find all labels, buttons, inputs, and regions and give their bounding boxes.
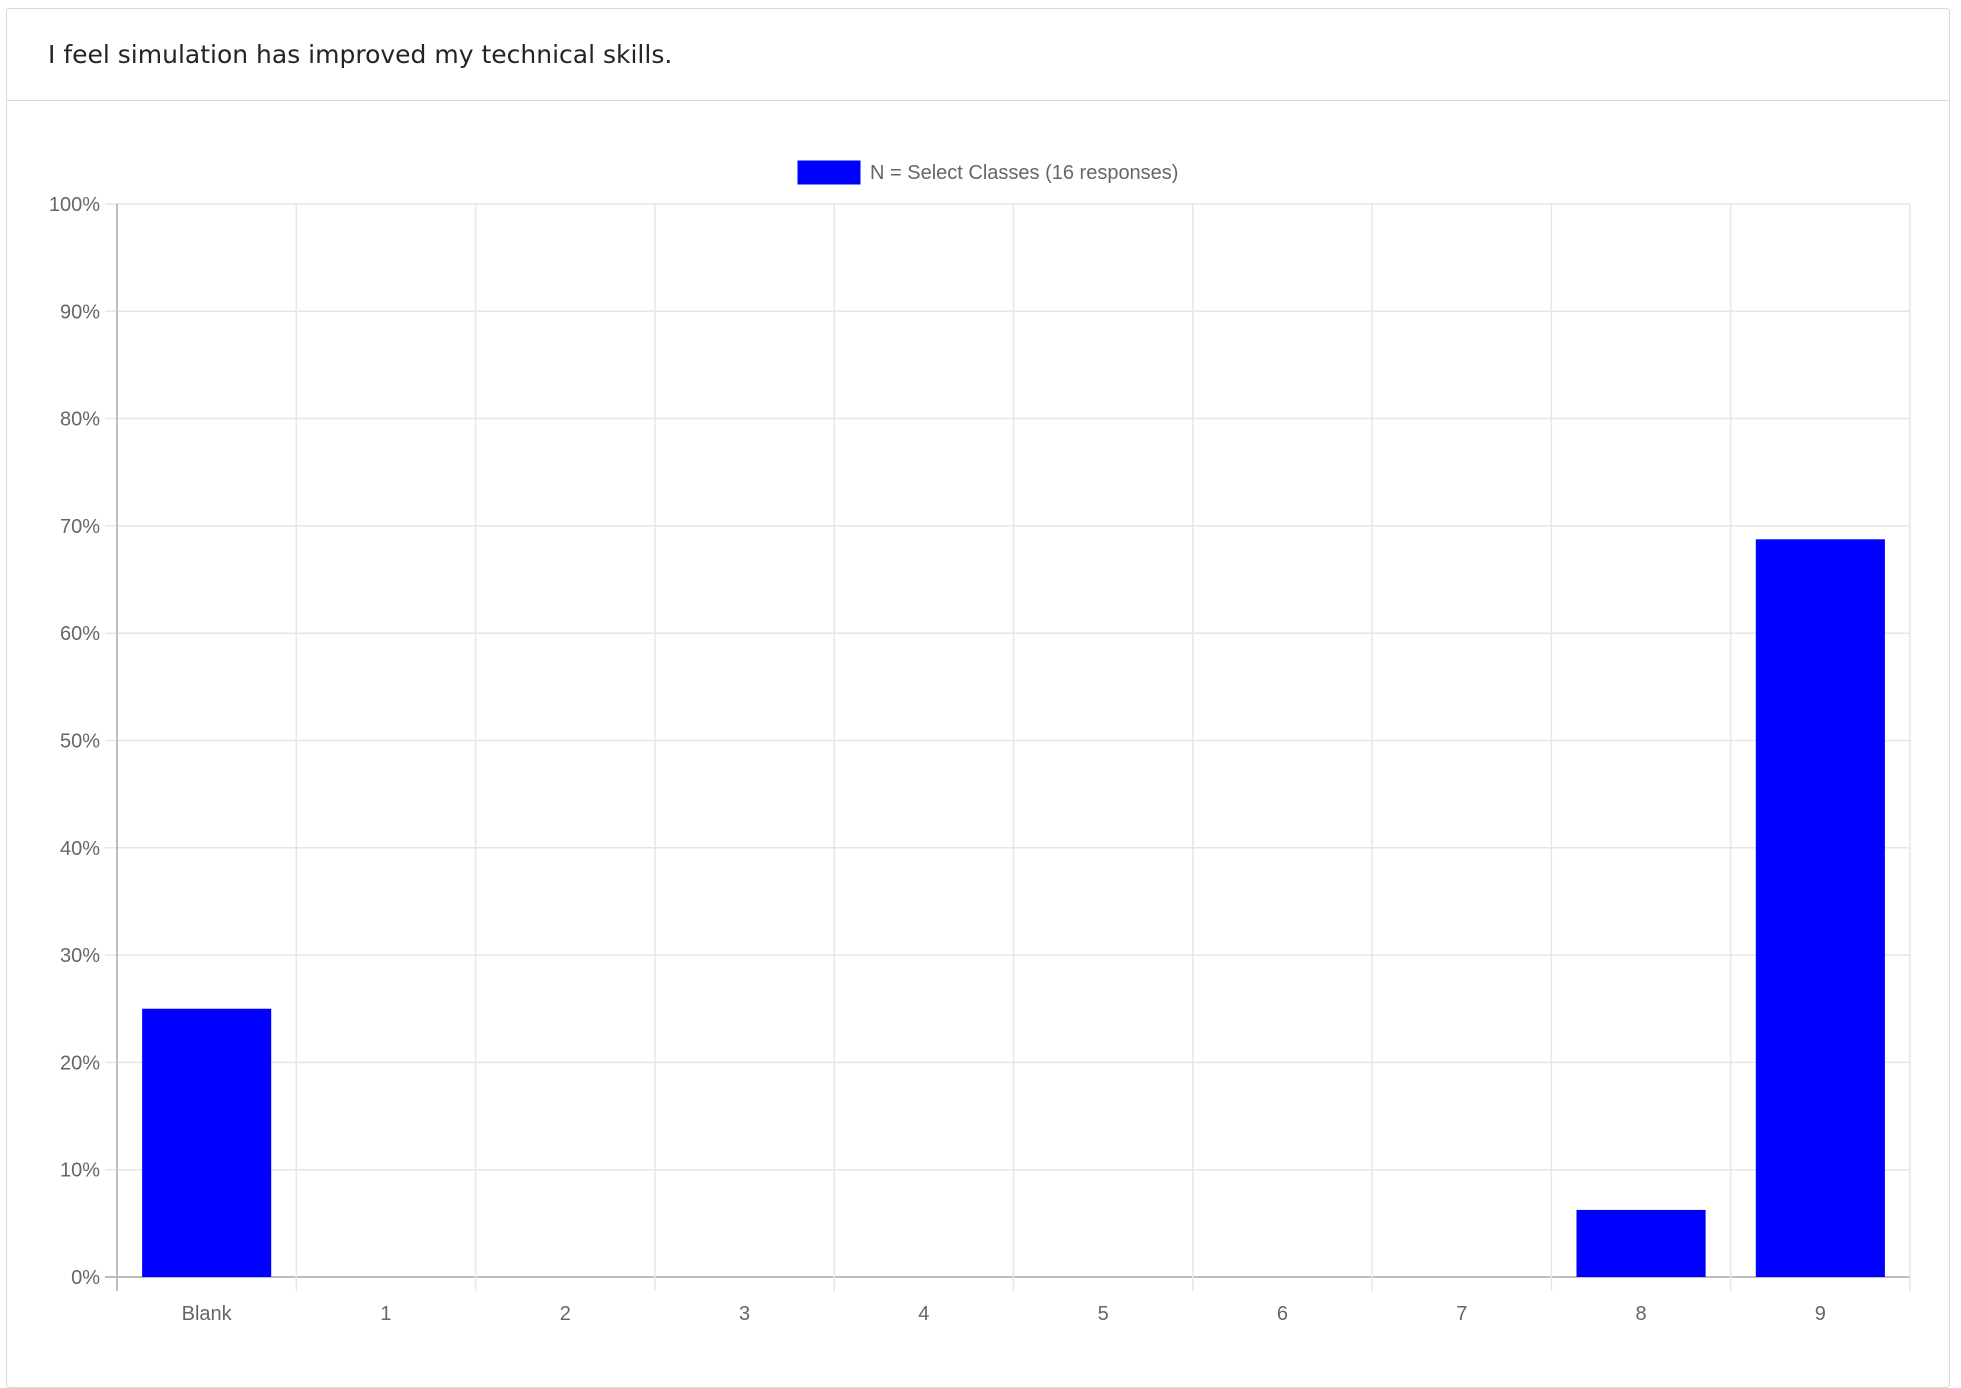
y-tick-label: 20% <box>60 1052 100 1074</box>
x-tick-label: 8 <box>1635 1303 1646 1325</box>
y-tick-label: 10% <box>60 1160 100 1182</box>
grid <box>105 203 1911 1291</box>
y-tick-label: 50% <box>60 731 100 753</box>
x-tick-label: 9 <box>1815 1303 1826 1325</box>
y-tick-label: 60% <box>60 623 100 645</box>
question-card: I feel simulation has improved my techni… <box>6 8 1950 1388</box>
legend[interactable]: N = Select Classes (16 responses) <box>797 160 1178 185</box>
bars <box>142 539 1885 1277</box>
bar-9[interactable] <box>1755 539 1885 1277</box>
x-axis-ticks: Blank 1 2 3 4 5 6 7 8 9 <box>182 1303 1826 1325</box>
x-tick-label: 1 <box>380 1303 391 1325</box>
legend-label: N = Select Classes (16 responses) <box>870 162 1178 184</box>
y-axis-ticks: 0% 10% 20% 30% 40% 50% 60% 70% 80% 90% 100% <box>49 194 100 1289</box>
y-tick-label: 0% <box>71 1267 100 1289</box>
x-tick-label: 4 <box>918 1303 929 1325</box>
question-text: I feel simulation has improved my techni… <box>48 40 673 69</box>
x-tick-label: Blank <box>182 1303 233 1325</box>
legend-swatch <box>797 160 861 185</box>
x-tick-label: 2 <box>560 1303 571 1325</box>
y-tick-label: 70% <box>60 516 100 538</box>
x-tick-label: 7 <box>1456 1303 1467 1325</box>
bar-blank[interactable] <box>142 1008 272 1277</box>
card-header: I feel simulation has improved my techni… <box>7 9 1949 101</box>
y-tick-label: 100% <box>49 194 100 216</box>
y-tick-label: 90% <box>60 301 100 323</box>
y-tick-label: 30% <box>60 945 100 967</box>
x-tick-label: 5 <box>1098 1303 1109 1325</box>
x-tick-label: 6 <box>1277 1303 1288 1325</box>
x-tick-label: 3 <box>739 1303 750 1325</box>
bar-8[interactable] <box>1576 1209 1706 1277</box>
y-tick-label: 40% <box>60 838 100 860</box>
y-tick-label: 80% <box>60 409 100 431</box>
